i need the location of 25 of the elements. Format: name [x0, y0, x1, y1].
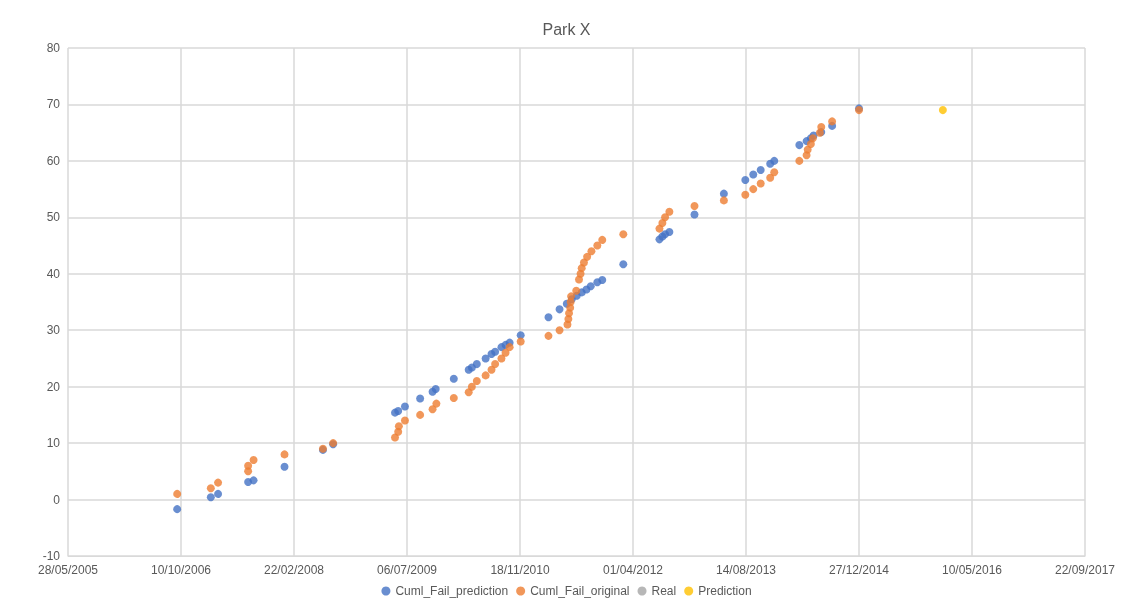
x-tick-label: 22/09/2017 — [1054, 563, 1116, 577]
x-tick-label: 10/10/2006 — [150, 563, 212, 577]
y-tick-label: 60 — [46, 153, 61, 168]
chart-title: Park X — [542, 20, 591, 38]
x-tick-label: 06/07/2009 — [376, 563, 438, 577]
x-tick-label: 01/04/2012 — [602, 563, 664, 577]
y-tick-label: 40 — [46, 266, 61, 281]
y-tick-label: 80 — [46, 41, 61, 55]
x-tick-label: 14/08/2013 — [715, 563, 777, 577]
legend-label: Cuml_Fail_prediction — [395, 584, 509, 598]
y-tick-label: 0 — [53, 492, 61, 507]
y-tick-label: 30 — [46, 323, 61, 338]
x-tick-label: 27/12/2014 — [828, 563, 890, 577]
y-tick-label: 10 — [46, 436, 61, 451]
y-tick-label: 20 — [46, 379, 61, 394]
x-tick-label: 18/11/2010 — [490, 563, 550, 577]
legend-label: Real — [651, 584, 677, 598]
x-tick-label: 10/05/2016 — [941, 563, 1003, 577]
x-tick-label: 22/02/2008 — [263, 563, 325, 577]
y-tick-label: 50 — [46, 210, 61, 225]
legend-label: Prediction — [698, 584, 752, 598]
y-tick-label: -10 — [42, 549, 61, 563]
x-tick-label: 28/05/2005 — [37, 563, 99, 577]
legend-label: Cuml_Fail_original — [530, 584, 630, 598]
y-tick-label: 70 — [46, 97, 61, 112]
